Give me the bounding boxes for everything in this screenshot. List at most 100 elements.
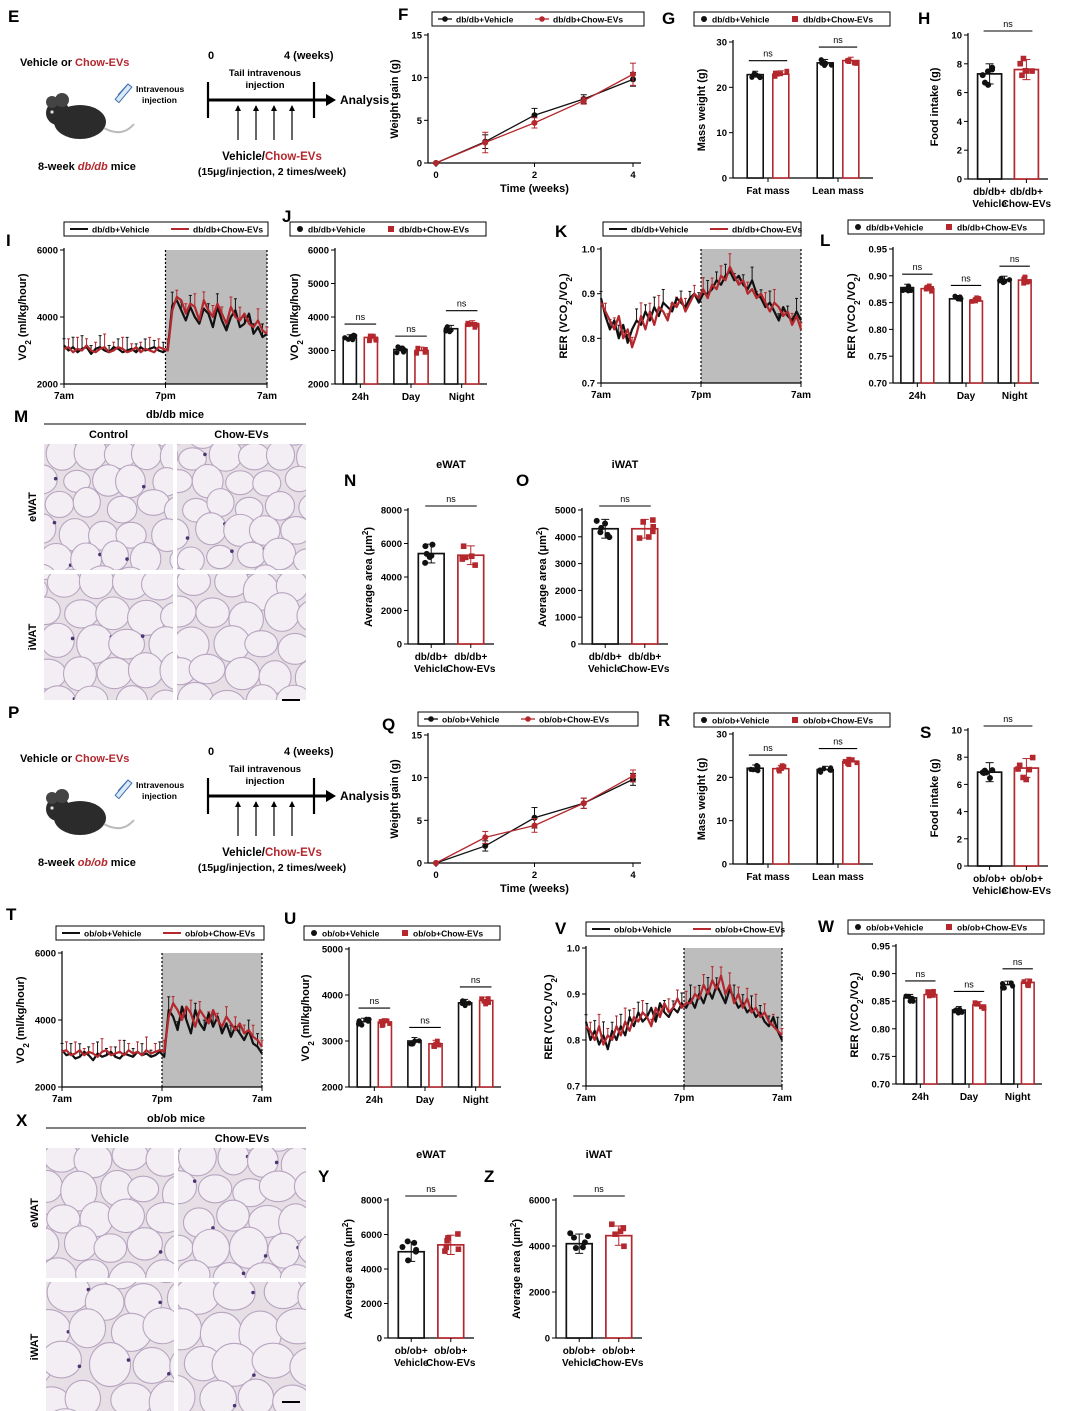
bar (1013, 68, 1040, 180)
bar (746, 767, 765, 865)
mouse-ear (46, 96, 58, 108)
series-line-ob/ob+Chow-EVs (61, 1002, 263, 1058)
y-tick-label: 0.90 (869, 271, 888, 282)
adipocyte-grid (178, 1282, 306, 1411)
y-tick-label: 4000 (35, 1016, 56, 1027)
condition-highlight: Chow-EVs (75, 753, 129, 765)
dot (460, 543, 467, 550)
y-axis-label-part: RER (VCO (846, 304, 858, 358)
x-tick-label: Chow-EVs (426, 1358, 476, 1369)
adipocyte (193, 711, 229, 746)
y-tick-label: 0.70 (869, 379, 888, 390)
y-axis-label-part: 2 (361, 530, 370, 535)
nucleus (344, 586, 348, 590)
adipocyte (178, 1259, 211, 1278)
dot (380, 1022, 386, 1028)
y-tick-label: 10 (716, 128, 727, 139)
bar (841, 760, 860, 865)
dot (1019, 72, 1025, 79)
nucleus (125, 557, 129, 561)
dot (485, 996, 491, 1001)
adipocyte (108, 1261, 147, 1278)
legend-label: db/db+Vehicle (631, 225, 689, 235)
dot (927, 989, 932, 995)
y-axis-label-part: (ml/kg/hour) (15, 976, 27, 1043)
y-axis-label-part: (ml/kg/hour) (17, 273, 29, 340)
legend-label: db/db+Vehicle (866, 223, 924, 233)
adipocyte (67, 569, 78, 570)
y-tick-label: 5000 (555, 506, 576, 517)
mouse-prefix: 8-week (38, 161, 78, 173)
y-axis-label-part: 2 (856, 999, 865, 1004)
adipocyte (163, 496, 173, 524)
adipocyte (296, 601, 306, 631)
significance-label: ns (446, 494, 456, 504)
y-tick-label: 0.75 (869, 352, 888, 363)
y-tick-label: 10 (716, 816, 727, 827)
dot (422, 543, 429, 550)
dot (772, 73, 778, 79)
dot (1026, 766, 1033, 773)
adipocyte (159, 444, 173, 474)
dot (997, 278, 1003, 284)
injection-arrowhead (235, 105, 241, 111)
dot (455, 1231, 461, 1237)
dot (572, 1244, 579, 1251)
y-axis-label-part: 2 (853, 300, 862, 305)
data-point (630, 772, 636, 779)
x-tick-label: 7pm (152, 1094, 173, 1105)
panel-letter: F (398, 5, 408, 24)
dot (1020, 55, 1027, 62)
adipocyte (206, 544, 234, 570)
significance-label: ns (833, 737, 843, 747)
adipocyte (127, 1175, 160, 1203)
x-tick-label: 24h (909, 391, 926, 402)
adipocyte (44, 596, 61, 626)
adipocyte (61, 1118, 91, 1144)
y-tick-label: 0.95 (872, 942, 891, 953)
adipocyte (177, 546, 205, 570)
nucleus (167, 1371, 171, 1376)
y-tick-label: 3000 (555, 559, 576, 570)
nucleus (52, 520, 57, 525)
dot (414, 350, 419, 356)
dose-highlight: Chow-EVs (265, 847, 322, 859)
adipocyte (57, 714, 93, 746)
adipocyte (316, 680, 350, 716)
adipocyte (177, 695, 178, 700)
dot (442, 1248, 448, 1254)
y-axis-label-part: 2 (550, 977, 559, 982)
nucleus (338, 586, 342, 590)
y-axis-label: Average area (μm2) (535, 527, 550, 627)
data-point (433, 860, 439, 866)
nucleus (177, 423, 181, 427)
x-tick-label: Fat mass (746, 186, 790, 197)
adipocyte (46, 1158, 47, 1169)
y-tick-label: 1.0 (567, 944, 580, 955)
adipocyte (178, 1170, 198, 1205)
mouse-tail (103, 819, 135, 830)
y-axis-label: Average area (μm2) (361, 527, 376, 627)
dot (979, 72, 986, 79)
y-tick-label: 20 (716, 83, 727, 94)
y-tick-label: 0 (397, 640, 402, 651)
adipocyte (244, 630, 279, 658)
dot (1002, 278, 1008, 285)
bar (565, 1242, 593, 1339)
y-tick-label: 4000 (308, 313, 329, 324)
adipocyte (148, 1380, 174, 1411)
dose-label: Vehicle/Chow-EVs (222, 151, 322, 163)
adipocyte (212, 1282, 256, 1311)
chart-H: H 0 2 4 6 8 10 Food intake (g) db/db+Vehicledb/d… (918, 9, 1052, 210)
adipocyte (44, 490, 75, 519)
injection-arrowhead (253, 105, 259, 111)
dot (1029, 68, 1035, 74)
dot (989, 66, 996, 73)
adipocyte (293, 548, 306, 570)
dot (748, 766, 754, 772)
condition-highlight: Chow-EVs (75, 57, 129, 69)
bar (363, 336, 379, 385)
